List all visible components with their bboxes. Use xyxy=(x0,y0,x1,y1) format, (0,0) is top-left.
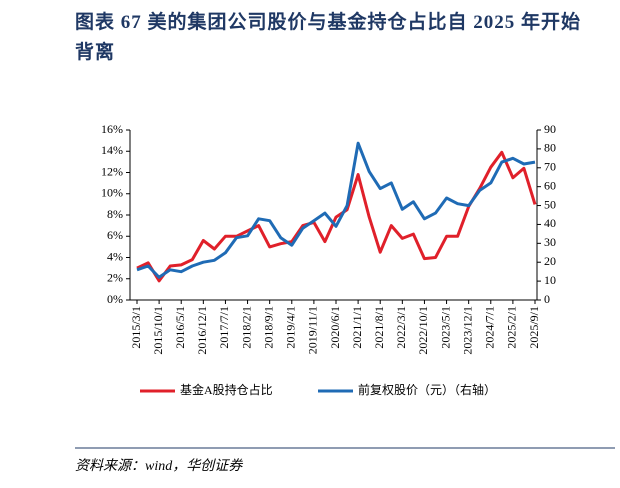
y2-tick-label: 0 xyxy=(544,292,550,306)
x-tick-label: 2020/6/1 xyxy=(328,306,342,349)
chart-title: 图表 67 美的集团公司股价与基金持仓占比自 2025 年开始背离 xyxy=(75,12,582,63)
y-tick-label: 4% xyxy=(107,249,123,263)
series-line xyxy=(136,141,536,279)
source-note: 资料来源：wind，华创证券 xyxy=(75,458,243,474)
legend-label: 基金A股持仓占比 xyxy=(180,382,273,397)
y2-tick-label: 90 xyxy=(544,122,556,136)
y-tick-label: 8% xyxy=(107,207,123,221)
series-line xyxy=(136,150,537,283)
y2-tick-label: 20 xyxy=(544,254,556,268)
x-tick-label: 2021/1/1 xyxy=(350,306,364,349)
x-tick-label: 2017/7/1 xyxy=(217,306,231,349)
x-tick-label: 2022/10/1 xyxy=(416,306,430,355)
x-tick-label: 2015/3/1 xyxy=(129,306,143,349)
x-tick-label: 2023/5/1 xyxy=(438,306,452,349)
x-tick-label: 2015/10/1 xyxy=(151,306,165,355)
x-tick-label: 2019/4/1 xyxy=(284,306,298,349)
y-tick-label: 12% xyxy=(101,164,123,178)
legend-label: 前复权股价（元）（右轴） xyxy=(358,382,496,397)
y-tick-label: 2% xyxy=(107,271,123,285)
x-tick-label: 2025/2/1 xyxy=(505,306,519,349)
x-tick-label: 2022/3/1 xyxy=(394,306,408,349)
y-tick-label: 0% xyxy=(107,292,123,306)
x-tick-label: 2023/12/1 xyxy=(460,306,474,355)
y2-tick-label: 50 xyxy=(544,197,556,211)
x-tick-label: 2018/9/1 xyxy=(261,306,275,349)
y2-tick-label: 60 xyxy=(544,178,556,192)
y2-tick-label: 40 xyxy=(544,216,556,230)
y2-tick-label: 10 xyxy=(544,273,556,287)
y2-tick-label: 30 xyxy=(544,235,556,249)
x-tick-label: 2018/2/1 xyxy=(239,306,253,349)
y2-tick-label: 80 xyxy=(544,141,556,155)
x-tick-label: 2025/9/1 xyxy=(527,306,541,349)
y-tick-label: 6% xyxy=(107,228,123,242)
y-tick-label: 10% xyxy=(101,186,123,200)
x-tick-label: 2016/5/1 xyxy=(173,306,187,349)
y2-tick-label: 70 xyxy=(544,160,556,174)
y-tick-label: 14% xyxy=(101,143,123,157)
y-tick-label: 16% xyxy=(101,122,123,136)
x-tick-label: 2024/7/1 xyxy=(483,306,497,349)
x-tick-label: 2021/8/1 xyxy=(372,306,386,349)
x-tick-label: 2019/11/1 xyxy=(306,306,320,354)
x-tick-label: 2016/12/1 xyxy=(195,306,209,355)
